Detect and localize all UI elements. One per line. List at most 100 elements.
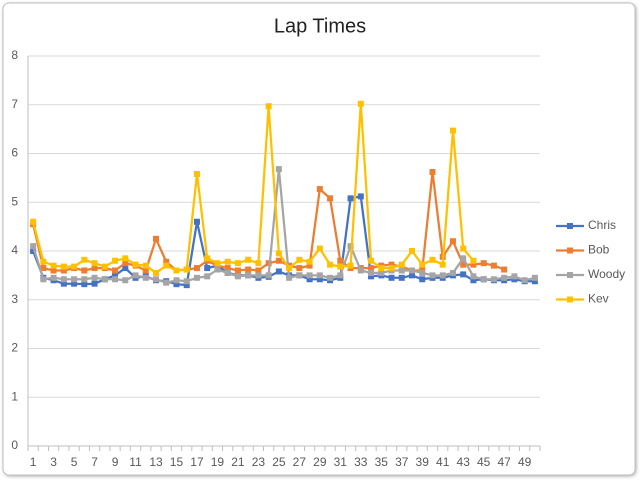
point-marker xyxy=(193,218,200,225)
point-marker xyxy=(460,271,467,278)
point-marker xyxy=(429,272,436,279)
point-marker xyxy=(368,265,375,272)
point-marker xyxy=(449,269,456,276)
point-marker xyxy=(153,276,159,283)
point-marker xyxy=(245,266,252,273)
legend-marker xyxy=(567,247,573,254)
x-tick-label: 43 xyxy=(457,455,471,469)
point-marker xyxy=(337,257,344,264)
point-marker xyxy=(470,261,477,268)
point-marker xyxy=(193,265,200,272)
point-marker xyxy=(337,272,344,279)
y-tick-label: 4 xyxy=(11,243,18,257)
point-marker xyxy=(337,263,344,270)
point-marker xyxy=(439,272,446,279)
x-tick-label: 39 xyxy=(416,455,430,469)
point-marker xyxy=(409,248,415,254)
point-marker xyxy=(265,103,272,110)
point-marker xyxy=(275,166,282,173)
point-marker xyxy=(255,267,262,274)
point-marker xyxy=(91,274,98,281)
point-marker xyxy=(142,274,149,281)
point-marker xyxy=(173,281,180,288)
point-marker xyxy=(316,245,323,252)
point-marker xyxy=(347,195,354,202)
point-marker xyxy=(91,265,98,272)
point-marker xyxy=(40,258,47,265)
point-marker xyxy=(101,276,108,283)
point-marker xyxy=(30,248,37,254)
point-marker xyxy=(60,267,67,274)
y-tick-label: 1 xyxy=(11,389,18,403)
x-tick-label: 9 xyxy=(112,455,119,469)
point-marker xyxy=(388,265,395,272)
point-marker xyxy=(460,245,467,252)
point-marker xyxy=(122,265,129,272)
legend-marker xyxy=(567,223,573,229)
y-tick-label: 3 xyxy=(11,292,18,306)
point-marker xyxy=(316,276,323,283)
legend-marker xyxy=(567,272,573,278)
point-marker xyxy=(173,277,180,284)
point-marker xyxy=(470,277,477,284)
point-marker xyxy=(296,256,303,263)
x-tick-label: 17 xyxy=(190,455,204,469)
point-marker xyxy=(30,243,37,250)
point-marker xyxy=(255,272,262,279)
point-marker xyxy=(204,255,211,262)
point-marker xyxy=(368,269,375,276)
chart-title: Lap Times xyxy=(274,15,366,37)
point-marker xyxy=(50,267,57,274)
point-marker xyxy=(419,269,426,276)
point-marker xyxy=(163,279,170,286)
x-tick-label: 29 xyxy=(313,455,327,469)
y-tick-label: 5 xyxy=(11,194,18,208)
point-marker xyxy=(101,263,108,270)
y-tick-label: 8 xyxy=(11,48,18,62)
point-marker xyxy=(490,262,497,269)
point-marker xyxy=(60,280,67,287)
x-tick-label: 49 xyxy=(518,455,532,469)
point-marker xyxy=(429,169,436,176)
point-marker xyxy=(286,274,293,281)
x-tick-label: 7 xyxy=(91,455,98,469)
point-marker xyxy=(378,269,385,276)
point-marker xyxy=(204,265,211,272)
point-marker xyxy=(112,267,119,274)
x-tick-label: 23 xyxy=(252,455,266,469)
point-marker xyxy=(480,260,487,267)
point-marker xyxy=(214,266,221,273)
x-tick-label: 37 xyxy=(395,455,409,469)
point-marker xyxy=(71,276,78,283)
point-marker xyxy=(521,277,528,284)
point-marker xyxy=(112,276,119,283)
point-marker xyxy=(40,265,47,272)
point-marker xyxy=(409,267,415,274)
point-marker xyxy=(245,272,252,279)
point-marker xyxy=(234,260,241,267)
point-marker xyxy=(306,258,313,265)
point-marker xyxy=(327,274,334,281)
point-marker xyxy=(347,262,354,269)
point-marker xyxy=(398,261,405,268)
legend-label: Bob xyxy=(588,243,610,257)
point-marker xyxy=(142,262,149,269)
point-marker xyxy=(183,278,190,285)
point-marker xyxy=(316,272,323,279)
point-marker xyxy=(81,256,88,263)
point-marker xyxy=(388,274,395,281)
point-marker xyxy=(449,238,456,245)
point-marker xyxy=(71,280,78,287)
point-marker xyxy=(306,262,313,269)
y-tick-label: 6 xyxy=(11,146,18,160)
point-marker xyxy=(275,257,282,264)
point-marker xyxy=(347,243,354,250)
x-tick-label: 13 xyxy=(149,455,163,469)
point-marker xyxy=(368,257,375,264)
point-marker xyxy=(173,267,180,274)
x-tick-label: 31 xyxy=(334,455,348,469)
point-marker xyxy=(255,260,262,267)
point-marker xyxy=(480,276,487,283)
point-marker xyxy=(60,263,67,270)
point-marker xyxy=(460,261,467,268)
